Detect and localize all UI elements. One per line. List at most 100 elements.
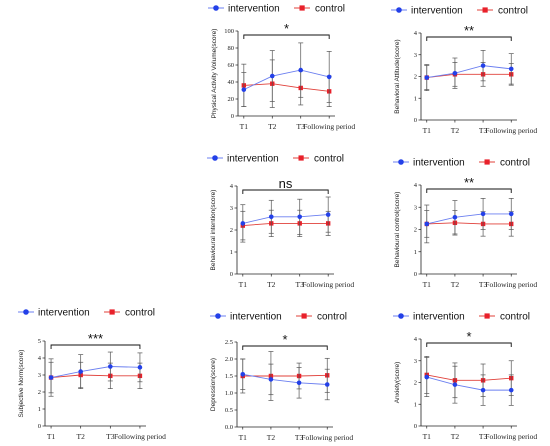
y-tick-label: 0.5 [225,407,233,414]
legend-label-control: control [314,154,344,165]
y-tick-label: 1 [414,401,417,408]
y-tick-label: 3 [230,205,233,212]
x-tick-label: T1 [47,432,56,441]
x-tick-label: T2 [267,280,276,289]
x-tick-label: T3 [295,433,304,442]
legend: intervention control [208,4,345,15]
x-tick-label: T1 [239,280,248,289]
chart-panel-5: 0 1 2 3 4 5 T1 T2 T3 Following period Subjective N… [18,308,166,441]
y-tick-label: 2 [38,389,41,396]
data-point-intervention [297,214,303,220]
legend-marker-intervention [212,155,218,161]
y-tick-label: 2 [230,227,233,234]
series-intervention [424,50,514,91]
legend-marker-control [298,155,304,161]
data-point-intervention [296,380,302,386]
y-tick-label: 2.5 [225,339,233,346]
series-intervention [48,351,143,397]
legend-marker-control [299,5,305,11]
series-line-control [242,374,328,377]
y-tick-label: 60 [228,62,235,69]
significance-label: ** [464,175,474,190]
series-control [241,59,332,108]
legend-label-control: control [500,312,530,323]
series-line-control [426,222,512,225]
data-point-intervention [480,387,486,393]
data-point-intervention [240,372,246,377]
y-tick-label: 0 [414,423,417,430]
legend-label-intervention: intervention [230,312,282,323]
significance-label: * [466,329,471,344]
x-tick-label: Following period [485,432,537,441]
legend-marker-intervention [398,313,404,319]
significance-bracket [243,34,330,39]
x-tick-label: T2 [267,433,276,442]
series-line-control [426,374,512,381]
y-tick-label: 40 [228,79,235,86]
y-axis-label: Physical Activity Volume(score) [211,29,218,119]
y-tick-label: 2.0 [225,356,233,363]
y-tick-label: 1 [230,249,233,256]
y-tick-label: 4 [414,30,418,37]
y-tick-label: 2 [414,227,417,234]
legend-marker-intervention [23,309,29,315]
series-intervention [240,358,330,401]
data-point-intervention [508,66,514,72]
legend-label-intervention: intervention [411,6,463,17]
legend: intervention control [18,308,155,319]
data-point-intervention [480,63,486,68]
series-intervention [424,357,514,406]
x-tick-label: Following period [114,432,166,441]
legend: intervention control [210,312,347,323]
x-tick-label: Following period [301,433,353,442]
y-tick-label: 5 [38,338,41,345]
data-point-intervention [424,221,430,227]
legend-label-control: control [125,308,155,319]
significance-label: ns [279,176,293,191]
x-tick-label: T3 [479,280,488,289]
legend-marker-intervention [398,159,404,165]
y-tick-label: 3 [38,372,41,379]
x-tick-label: T1 [423,126,432,135]
y-tick-label: 3 [414,52,417,59]
series-line-control [243,83,330,92]
y-tick-label: 1.0 [225,390,233,397]
y-tick-label: 1.5 [225,373,233,380]
legend-marker-intervention [213,5,219,11]
x-tick-label: Following period [303,122,355,131]
legend: intervention control [393,312,530,323]
series-control [240,209,331,241]
legend-marker-control [484,159,490,165]
y-tick-label: 1 [38,406,41,413]
y-tick-label: 0 [414,117,417,124]
data-point-intervention [424,75,430,80]
legend-label-intervention: intervention [228,4,280,15]
significance-bracket [242,345,328,350]
y-tick-label: 4 [230,183,234,190]
y-tick-label: 4 [414,336,418,343]
data-point-intervention [508,387,514,393]
series-intervention [241,42,332,108]
legend-label-control: control [500,158,530,169]
y-tick-label: 4 [38,355,42,362]
data-point-intervention [241,87,247,92]
significance-label: * [282,332,287,347]
data-point-intervention [480,211,486,217]
legend-marker-control [482,7,488,13]
data-point-intervention [268,377,274,382]
data-point-intervention [452,382,458,387]
significance-label: ** [464,23,474,38]
x-tick-label: T2 [268,122,277,131]
legend-marker-control [109,309,115,315]
x-tick-label: T2 [451,432,460,441]
x-tick-label: T2 [451,126,460,135]
y-axis-label: Behavioural control(score) [394,192,401,268]
y-tick-label: 2 [414,380,417,387]
data-point-intervention [269,73,275,79]
x-tick-label: T1 [423,280,432,289]
x-tick-label: Following period [302,280,354,289]
